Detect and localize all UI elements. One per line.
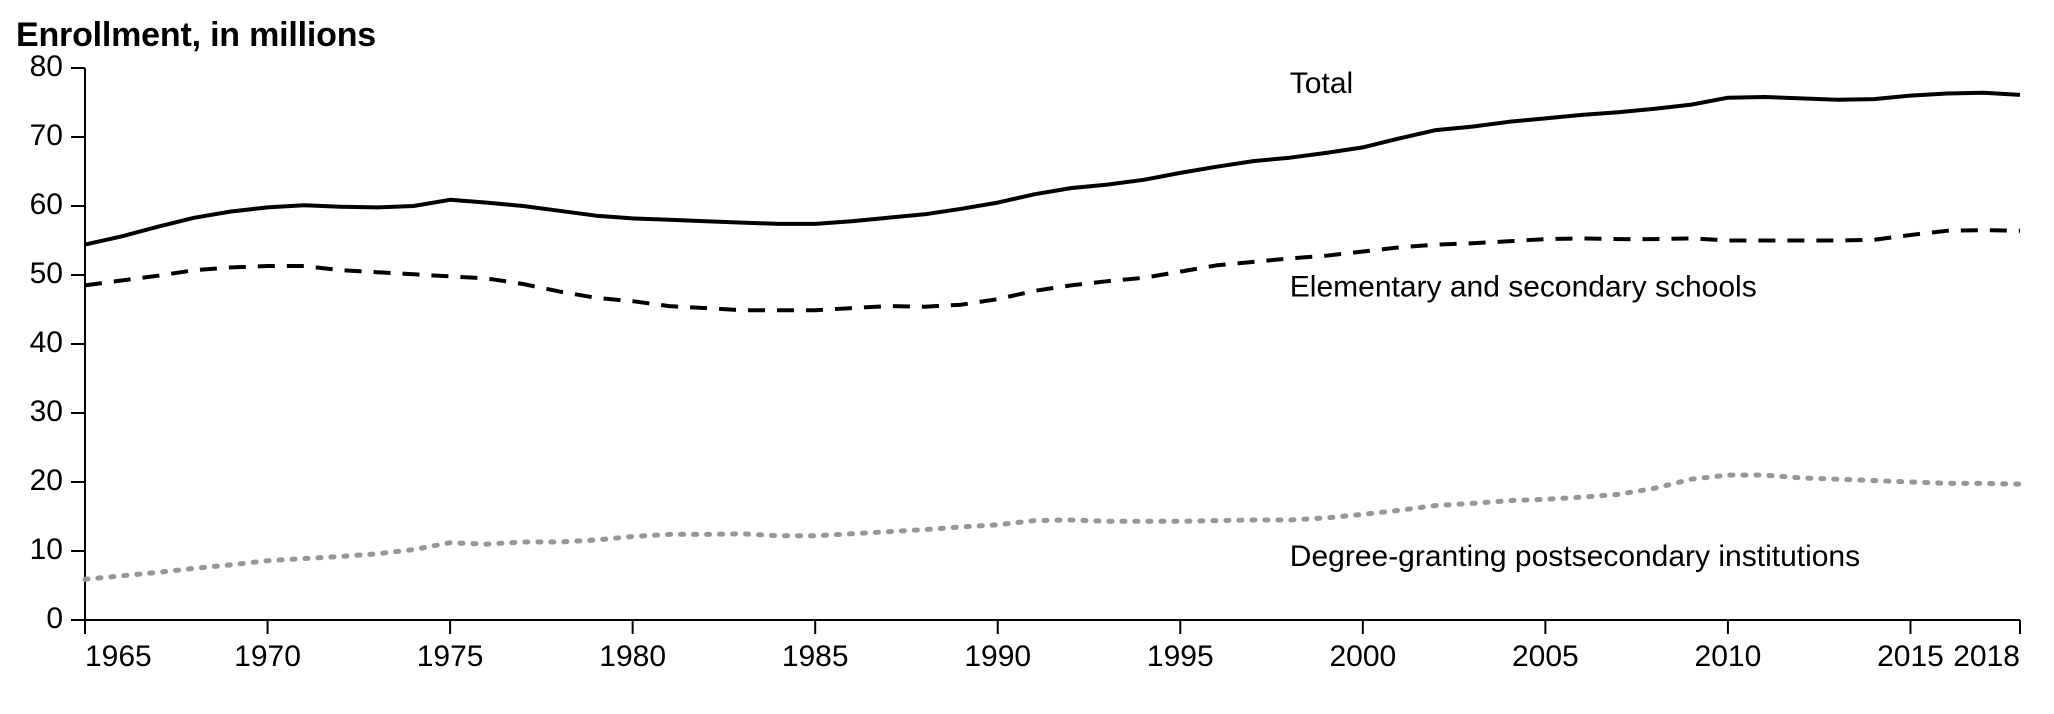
y-tick-label: 20 — [30, 464, 63, 497]
chart-svg: 0102030405060708019651970197519801985199… — [0, 0, 2054, 714]
y-tick-label: 60 — [30, 188, 63, 221]
series-line-total — [85, 93, 2020, 245]
x-tick-label: 1990 — [964, 640, 1031, 673]
x-tick-label: 2018 — [1953, 640, 2020, 673]
y-tick-label: 50 — [30, 257, 63, 290]
y-tick-label: 70 — [30, 119, 63, 152]
x-tick-label: 2005 — [1512, 640, 1579, 673]
y-tick-label: 10 — [30, 533, 63, 566]
y-tick-label: 30 — [30, 395, 63, 428]
chart-container: Enrollment, in millions 0102030405060708… — [0, 0, 2054, 714]
x-tick-label: 1970 — [234, 640, 301, 673]
x-tick-label: 1975 — [417, 640, 484, 673]
x-tick-label: 2000 — [1329, 640, 1396, 673]
y-tick-label: 40 — [30, 326, 63, 359]
series-label-total: Total — [1290, 67, 1353, 100]
series-label-degree-granting-postsecondary-institutions: Degree-granting postsecondary institutio… — [1290, 540, 1860, 573]
x-tick-label: 1995 — [1147, 640, 1214, 673]
x-tick-label: 2015 — [1877, 640, 1944, 673]
series-label-elementary-and-secondary-schools: Elementary and secondary schools — [1290, 271, 1757, 304]
x-tick-label: 1985 — [782, 640, 849, 673]
x-tick-label: 1965 — [85, 640, 152, 673]
chart-title: Enrollment, in millions — [16, 16, 376, 55]
x-tick-label: 2010 — [1695, 640, 1762, 673]
x-tick-label: 1980 — [599, 640, 666, 673]
y-tick-label: 0 — [46, 602, 63, 635]
